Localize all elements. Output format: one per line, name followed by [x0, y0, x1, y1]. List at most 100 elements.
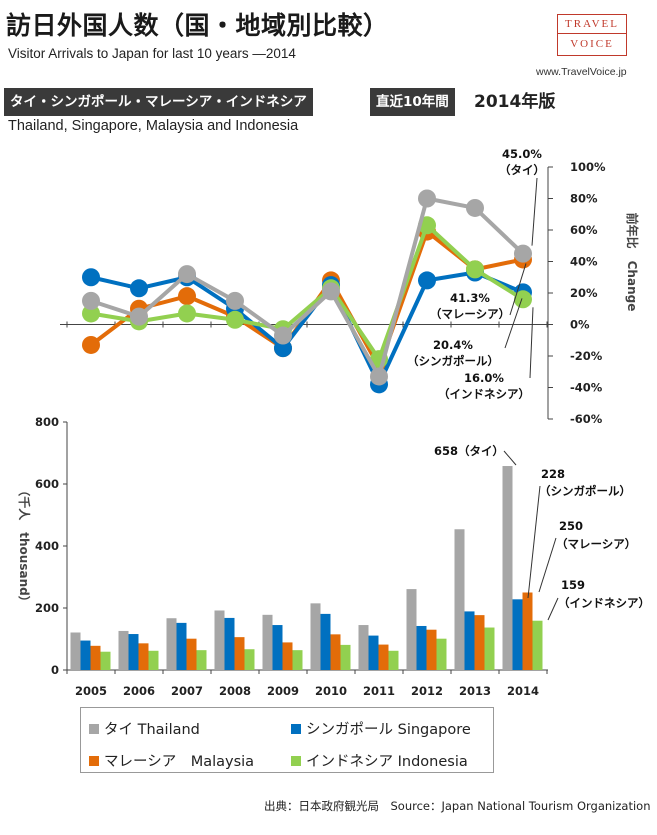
bar-2-2009 — [282, 642, 293, 670]
bar-1-2007 — [176, 622, 187, 670]
bar-3-2009 — [292, 650, 303, 670]
bar-0-2014 — [502, 466, 513, 670]
legend-item-malaysia: マレーシア Malaysia — [89, 750, 254, 771]
line-point — [82, 335, 100, 354]
bar-0-2011 — [358, 625, 369, 670]
legend-label-singapore: シンガポール Singapore — [306, 722, 471, 738]
bar-2-2011 — [378, 644, 389, 670]
bar-2-2013 — [474, 615, 485, 670]
bar-1-2014 — [512, 599, 523, 670]
legend-swatch-thailand — [89, 723, 99, 734]
bar-3-2012 — [436, 638, 447, 670]
bar-x-tick-label: 2005 — [75, 684, 107, 698]
line-y-tick-label: 40% — [570, 255, 598, 269]
bar-2-2006 — [138, 643, 149, 670]
bar-annotation-label: （シンガポール） — [539, 484, 631, 498]
bar-y-tick-label: 200 — [35, 601, 59, 615]
bar-1-2009 — [272, 625, 283, 670]
bar-2-2007 — [186, 638, 197, 670]
bar-y-tick-label: 800 — [35, 415, 59, 429]
legend-swatch-malaysia — [89, 755, 99, 766]
bar-annotation-leader — [547, 597, 559, 621]
countries-banner: タイ・シンガポール・マレーシア・インドネシア — [4, 88, 313, 116]
bar-0-2005 — [70, 632, 81, 670]
line-annotation-value: 16.0% — [464, 371, 504, 385]
bar-1-2006 — [128, 634, 139, 670]
bar-3-2008 — [244, 649, 255, 670]
bar-y-axis-label: （千人 thousand） — [17, 484, 32, 607]
line-point — [418, 189, 436, 208]
bar-2-2005 — [90, 645, 101, 670]
line-point — [466, 260, 484, 279]
line-point — [274, 339, 292, 358]
legend-label-malaysia: マレーシア Malaysia — [104, 754, 255, 770]
bar-2-2008 — [234, 637, 245, 670]
line-point — [226, 291, 244, 310]
line-y-tick-label: -40% — [570, 381, 603, 395]
bar-annotation-leader — [538, 537, 557, 593]
line-point — [322, 282, 340, 301]
line-annotation-label: （シンガポール） — [407, 354, 499, 368]
legend-label-indonesia: インドネシア Indonesia — [306, 754, 468, 770]
page-subtitle: Visitor Arrivals to Japan for last 10 ye… — [8, 46, 296, 61]
logo-text-top: TRAVEL — [558, 15, 626, 34]
line-point — [82, 304, 100, 323]
travelvoice-logo[interactable]: TRAVEL VOICE — [557, 14, 627, 56]
line-point — [178, 265, 196, 284]
legend-swatch-indonesia — [291, 755, 301, 766]
line-point — [226, 310, 244, 329]
line-point — [418, 271, 436, 290]
site-url[interactable]: www.TravelVoice.jp — [536, 66, 627, 78]
line-annotation-value: 41.3% — [450, 291, 490, 305]
bar-2-2010 — [330, 634, 341, 670]
legend-item-indonesia: インドネシア Indonesia — [291, 750, 468, 771]
bar-annotation-value: 228 — [541, 467, 565, 481]
bar-x-tick-label: 2012 — [411, 684, 443, 698]
line-point — [466, 198, 484, 217]
bar-0-2012 — [406, 589, 417, 670]
edition-badge: 2014年版 — [470, 91, 560, 113]
bar-0-2007 — [166, 618, 177, 670]
bar-annotation-label: 658（タイ） — [434, 444, 504, 458]
chart-legend: タイ Thailand シンガポール Singapore マレーシア Malay… — [80, 707, 494, 773]
line-y-tick-label: -60% — [570, 412, 603, 426]
bar-0-2013 — [454, 529, 465, 670]
bar-3-2011 — [388, 650, 399, 670]
line-annotation-leader — [504, 298, 523, 349]
bar-annotation-leader — [503, 450, 517, 466]
line-point — [514, 244, 532, 263]
bar-x-tick-label: 2009 — [267, 684, 299, 698]
bar-1-2005 — [80, 640, 91, 670]
bar-1-2012 — [416, 625, 427, 670]
bar-0-2010 — [310, 603, 321, 670]
line-y-tick-label: 100% — [570, 160, 606, 174]
line-annotation-label: （マレーシア） — [430, 307, 510, 321]
line-point — [82, 268, 100, 287]
line-point — [130, 279, 148, 298]
bar-x-tick-label: 2010 — [315, 684, 347, 698]
bar-x-tick-label: 2011 — [363, 684, 395, 698]
line-series-1 — [90, 270, 524, 387]
bar-x-tick-label: 2013 — [459, 684, 491, 698]
line-y-tick-label: 20% — [570, 286, 598, 300]
bar-2-2012 — [426, 629, 437, 670]
line-point — [178, 304, 196, 323]
line-point — [82, 291, 100, 310]
line-point — [514, 290, 532, 309]
line-series-3 — [90, 223, 525, 362]
bar-annotation-label: （インドネシア） — [558, 596, 650, 610]
legend-item-thailand: タイ Thailand — [89, 718, 200, 739]
line-annotation-label: （タイ） — [499, 163, 545, 177]
legend-label-thailand: タイ Thailand — [104, 722, 200, 738]
bar-3-2013 — [484, 627, 495, 670]
bar-y-tick-label: 400 — [35, 539, 59, 553]
line-series-0 — [90, 196, 525, 379]
bar-3-2006 — [148, 650, 159, 670]
line-point — [178, 287, 196, 306]
bar-1-2008 — [224, 617, 235, 670]
bar-annotation-value: 250 — [559, 519, 583, 533]
bar-2-2014 — [522, 592, 533, 670]
logo-text-bottom: VOICE — [570, 38, 614, 50]
bar-1-2010 — [320, 613, 331, 670]
